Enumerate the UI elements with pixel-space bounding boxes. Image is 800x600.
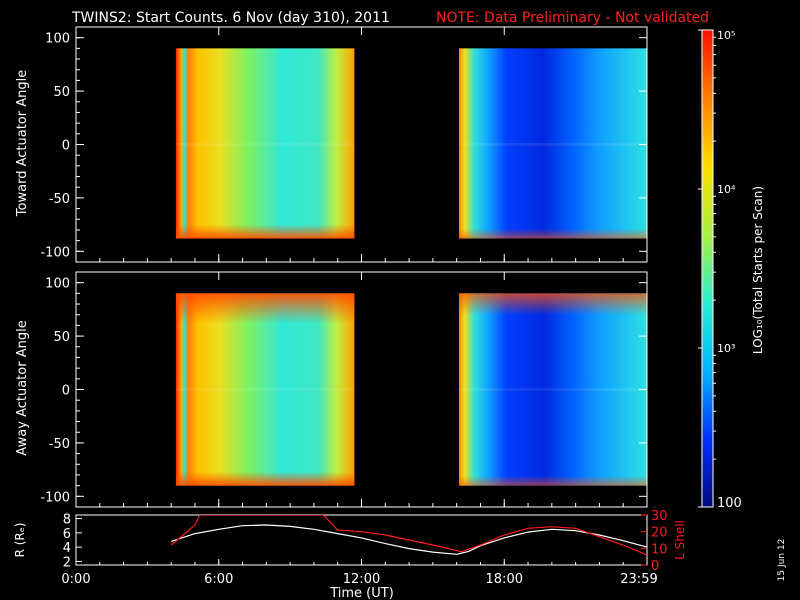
top-ytick-label: -100 [40,245,70,260]
away-angle-label: Away Actuator Angle [15,320,30,455]
orbit-frame [75,514,648,566]
mid-block-edge [459,475,647,486]
colorbar-tick-label: 10³ [717,342,735,355]
top-ytick-label: 100 [45,32,70,47]
colorbar: 10⁵ 10⁴ 10³ 100 [698,29,742,511]
plot-date-stamp: 15 Jun 12 [777,539,787,582]
mid-data-block-2 [459,293,647,486]
mid-ytick-label: -50 [49,437,70,452]
top-data-block-2 [459,48,647,239]
top-zero-streak [175,143,355,146]
radius-ytick-label: 4 [63,541,71,556]
top-ytick-label: 50 [53,85,70,100]
mid-zero-streak [459,388,647,391]
mid-zero-streak [175,388,355,391]
top-data-block-1 [175,48,355,239]
top-block-edge [175,224,355,239]
time-xtick-label: 0:00 [61,572,90,587]
time-xtick-label: 23:59 [620,572,657,587]
time-xtick-label: 12:00 [343,572,380,587]
lshell-ytick-label: 0 [651,559,659,574]
mid-block-edge-top [459,293,647,316]
colorbar-tick-label: 10⁴ [717,183,736,196]
mid-ytick-label: 50 [53,330,70,345]
mid-block-edge-top [175,293,355,324]
top-ytick-label: -50 [49,192,70,207]
colorbar-gradient [701,29,714,508]
toward-angle-panel: -100 -50 0 50 100 [40,26,648,263]
preliminary-note: NOTE: Data Preliminary - Not validated [436,10,709,26]
away-angle-panel: -100 -50 0 50 100 [40,271,648,508]
radius-axis-label: R (Rₑ) [13,523,27,558]
top-zero-streak [459,143,647,146]
lshell-ytick-label: 20 [651,526,668,541]
colorbar-tick-label: 100 [717,496,742,511]
colorbar-tick-label: 10⁵ [717,29,735,42]
mid-ytick-label: 100 [45,277,70,292]
radius-series-line [171,524,647,555]
radius-ytick-label: 2 [63,555,71,570]
figure-title: TWINS2: Start Counts. 6 Nov (day 310), 2… [71,10,390,26]
lshell-ytick-label: 10 [651,542,668,557]
toward-angle-label: Toward Actuator Angle [15,70,30,217]
time-xtick-label: 6:00 [204,572,233,587]
lshell-axis-label: L Shell [673,520,687,560]
mid-ytick-label: -100 [40,490,70,505]
lshell-ytick-label: 30 [651,509,668,524]
colorbar-label: LOG₁₀(Total Starts per Scan) [751,186,765,354]
mid-block-edge [175,471,355,486]
top-ytick-label: 0 [62,139,70,154]
mid-ytick-label: 0 [62,384,70,399]
mid-data-block-1 [175,293,355,486]
lshell-series-line [170,515,647,556]
time-xtick-label: 18:00 [486,572,523,587]
top-block-edge [459,228,647,239]
radius-ytick-label: 6 [63,527,71,542]
time-axis-label: Time (UT) [329,586,394,600]
radius-ytick-label: 8 [63,513,71,528]
